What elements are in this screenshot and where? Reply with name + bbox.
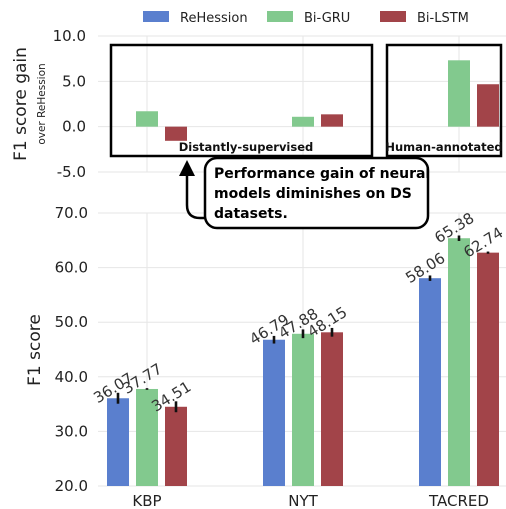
f1-bar-bi-lstm-tacred	[477, 252, 499, 486]
f1-y-tick-40-0: 40.0	[55, 368, 88, 386]
f1-bar-bi-lstm-nyt	[321, 332, 343, 486]
legend-swatch-bi-lstm	[380, 11, 406, 22]
gain-panel-background	[98, 36, 506, 172]
human-annotated-box	[385, 43, 503, 158]
f1-bar-bi-gru-kbp	[136, 388, 158, 486]
legend-label-rehession: ReHession	[180, 11, 248, 26]
f1-bar-rehession-nyt	[263, 339, 285, 486]
f1-y-tick-20-0: 20.0	[55, 477, 88, 495]
annotation-box	[203, 156, 430, 230]
annotation-arrow-head	[179, 160, 195, 176]
legend-swatch-rehession	[143, 11, 169, 22]
gain-y-tick-5-0: -5.0	[57, 163, 86, 181]
legend: ReHession Bi-GRU Bi-LSTM	[143, 11, 469, 26]
f1-bar-bi-gru-nyt	[292, 333, 314, 486]
f1-y-tick-30-0: 30.0	[55, 422, 88, 440]
gain-panel-y-axis-label: F1 score gain	[11, 47, 31, 161]
gain-y-tick-5-0: 5.0	[62, 72, 86, 90]
f1-panel-error-bars	[116, 235, 490, 413]
gain-y-tick-10-0: 10.0	[53, 27, 86, 45]
annotation-line-3: datasets.	[214, 206, 288, 222]
x-tick-kbp: KBP	[132, 492, 161, 509]
f1-y-tick-50-0: 50.0	[55, 313, 88, 331]
f1-y-tick-60-0: 60.0	[55, 259, 88, 277]
annotation-line-2: models diminishes on DS	[214, 186, 412, 202]
legend-label-bi-gru: Bi-GRU	[304, 11, 350, 26]
human-annotated-label: Human-annotated	[385, 140, 502, 154]
annotation-callout: Performance gain of neural models dimini…	[179, 156, 430, 230]
x-tick-nyt: NYT	[288, 492, 318, 509]
gain-panel-y-axis-sublabel: over ReHession	[36, 63, 48, 144]
f1-panel: 70.060.050.040.030.020.0 36.0746.7958.06…	[25, 204, 506, 509]
gain-bar-bi-gru-tacred	[448, 60, 470, 127]
gain-y-tick-0-0: 0.0	[62, 118, 86, 136]
f1-bar-bi-lstm-kbp	[165, 406, 187, 486]
distantly-supervised-label: Distantly-supervised	[179, 140, 314, 154]
gain-panel-bars	[136, 60, 499, 141]
gain-bar-bi-lstm-nyt	[321, 114, 343, 127]
gain-panel-y-ticks: 10.0 5.0 0.0 -5.0	[53, 27, 86, 181]
f1-bar-rehession-kbp	[107, 398, 129, 486]
legend-label-bi-lstm: Bi-LSTM	[417, 11, 469, 26]
f1-panel-y-ticks: 70.0 60.0 50.0 40.0 30.0 20.0	[55, 204, 88, 495]
distantly-supervised-box	[109, 43, 374, 158]
gain-bar-bi-gru-nyt	[292, 116, 314, 127]
annotation-arrow-line	[185, 176, 205, 220]
f1-panel-y-axis-label: F1 score	[25, 314, 45, 386]
f1-panel-x-ticks: KBP NYT TACRED	[132, 492, 489, 509]
gain-bar-bi-lstm-tacred	[477, 84, 499, 127]
f1-bar-rehession-tacred	[419, 278, 441, 486]
gain-bar-bi-gru-kbp	[136, 111, 158, 127]
f1-y-tick-70-0: 70.0	[55, 204, 88, 222]
f1-bar-bi-gru-tacred	[448, 238, 470, 486]
x-tick-tacred: TACRED	[428, 492, 489, 509]
annotation-line-1: Performance gain of neural	[214, 166, 430, 182]
gain-panel: 10.0 5.0 0.0 -5.0 Distantly-supervised Huma…	[11, 27, 506, 181]
legend-swatch-bi-gru	[267, 11, 293, 22]
f1-panel-bars	[107, 238, 499, 486]
gain-bar-bi-lstm-kbp	[165, 126, 187, 141]
